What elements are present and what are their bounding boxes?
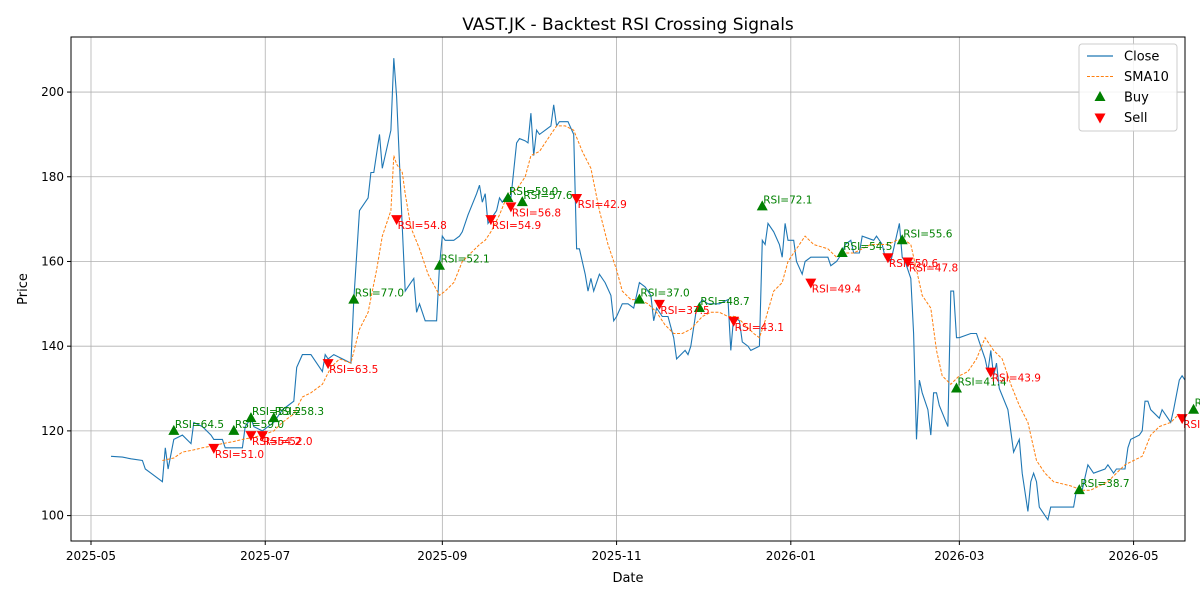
y-tick-label: 100: [41, 509, 64, 523]
sell-marker: [653, 299, 665, 310]
sell-annotation: RSI=54.2: [252, 436, 301, 448]
sell-annotation: RSI=54.9: [492, 220, 541, 232]
plot-frame: [70, 36, 1186, 542]
sell-marker: [505, 202, 517, 213]
sell-annotation: RSI=37.5: [660, 305, 709, 317]
y-tick-label: 180: [41, 170, 64, 184]
sell-annotation: RSI=47.8: [909, 262, 958, 274]
y-tick-label: 120: [41, 424, 64, 438]
buy-annotation: RSI=59.6: [1195, 398, 1200, 410]
buy-marker: [950, 382, 962, 393]
buy-marker: [245, 412, 257, 423]
x-tick-label: 2025-07: [240, 549, 290, 563]
x-tick-label: 2025-05: [66, 549, 116, 563]
buy-annotation: RSI=55.6: [903, 228, 953, 240]
buy-annotation: RSI=58.3: [275, 406, 324, 418]
legend: Close SMA10 Buy Sell: [1078, 43, 1178, 132]
buy-annotation: RSI=48.7: [700, 296, 749, 308]
sell-marker: [882, 253, 894, 264]
buy-annotation: RSI=54.5: [843, 241, 892, 253]
sell-marker: [322, 359, 334, 370]
x-tick-label: 2025-11: [592, 549, 642, 563]
close-series-line: [110, 58, 1186, 522]
y-tick-label: 160: [41, 254, 64, 268]
sell-annotation: RSI=63.5: [329, 364, 378, 376]
sell-annotation: RSI=50.6: [889, 258, 939, 270]
sell-marker: [208, 443, 220, 454]
sell-marker: [391, 215, 403, 226]
y-axis-label: Price: [16, 273, 31, 305]
buy-marker: [348, 293, 360, 304]
buy-annotation: RSI=77.0: [355, 288, 404, 300]
x-axis-label: Date: [612, 571, 643, 586]
legend-label: Close: [1124, 50, 1159, 65]
x-tick-label: 2026-03: [934, 549, 984, 563]
buy-annotation: RSI=72.1: [763, 194, 812, 206]
sell-annotation: RSI=49.4: [812, 284, 862, 296]
buy-marker: [1073, 484, 1085, 495]
buy-annotation: RSI=59.2: [252, 406, 301, 418]
buy-annotation: RSI=37.0: [640, 288, 689, 300]
buy-marker: [502, 191, 514, 202]
sell-annotation: RSI=51.0: [215, 449, 264, 461]
buy-annotation: RSI=59.0: [235, 419, 284, 431]
buy-marker: [516, 196, 528, 207]
buy-annotation: RSI=64.5: [175, 419, 224, 431]
signal-markers: [168, 191, 1200, 495]
signal-annotations: RSI=64.5RSI=51.0RSI=59.0RSI=59.2RSI=54.2…: [175, 186, 1200, 490]
buy-marker: [756, 200, 768, 211]
x-axis-ticks: 2025-05 2025-07 2025-09 2025-11 2026-01 2026-…: [66, 541, 1159, 563]
legend-sell-swatch: [1094, 113, 1106, 124]
buy-marker: [896, 234, 908, 245]
legend-label: SMA10: [1124, 70, 1169, 85]
buy-marker: [633, 293, 645, 304]
sell-marker: [728, 316, 740, 327]
sell-annotation: RSI=43.1: [735, 322, 784, 334]
buy-annotation: RSI=57.6: [523, 190, 573, 202]
buy-marker: [168, 424, 180, 435]
sell-annotation: RSI=56.7: [1183, 419, 1200, 431]
legend-label: Buy: [1124, 91, 1149, 106]
sell-marker: [256, 431, 268, 442]
sell-marker: [245, 431, 257, 442]
legend-buy-swatch: [1094, 91, 1106, 101]
x-tick-label: 2025-09: [417, 549, 467, 563]
grid-lines: [71, 37, 1185, 541]
buy-marker: [268, 412, 280, 423]
x-tick-label: 2026-01: [766, 549, 816, 563]
x-tick-label: 2026-05: [1109, 549, 1159, 563]
plot-series: [110, 58, 1186, 522]
y-tick-label: 140: [41, 339, 64, 353]
buy-marker: [1188, 403, 1200, 414]
sell-marker: [571, 193, 583, 204]
y-tick-label: 200: [41, 85, 64, 99]
buy-annotation: RSI=52.1: [440, 254, 489, 266]
sell-marker: [805, 278, 817, 289]
chart-title: VAST.JK - Backtest RSI Crossing Signals: [462, 15, 794, 35]
buy-marker: [836, 247, 848, 257]
buy-annotation: RSI=41.4: [957, 377, 1007, 389]
sell-marker: [985, 367, 997, 378]
sell-annotation: RSI=42.9: [578, 199, 627, 211]
sell-annotation: RSI=56.8: [512, 207, 561, 219]
buy-marker: [693, 302, 705, 313]
buy-marker: [228, 424, 240, 435]
sell-annotation: RSI=52.0: [263, 436, 312, 448]
sell-annotation: RSI=54.8: [398, 220, 447, 232]
legend-label: Sell: [1124, 111, 1147, 126]
sell-marker: [485, 215, 497, 226]
buy-marker: [433, 259, 445, 270]
sell-annotation: RSI=43.9: [992, 373, 1041, 385]
buy-annotation: RSI=59.0: [509, 186, 558, 198]
y-axis-ticks: 100 120 140 160 180 200: [41, 85, 71, 523]
sell-marker: [902, 257, 914, 268]
legend-box: [1078, 43, 1178, 132]
buy-annotation: RSI=38.7: [1080, 478, 1129, 490]
